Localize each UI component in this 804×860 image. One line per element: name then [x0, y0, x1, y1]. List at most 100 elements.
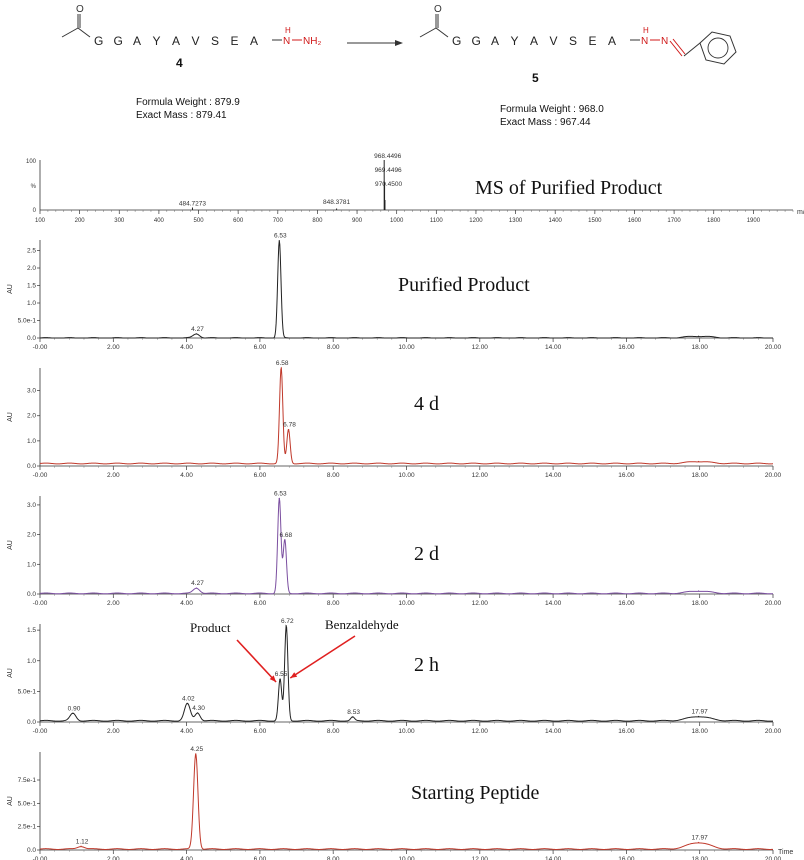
x-tick-label: 1800 [707, 218, 721, 224]
panel-title: 2 d [414, 543, 439, 565]
peak-label: 484.7273 [179, 201, 206, 208]
peak-apex [352, 716, 354, 718]
x-tick-label: 8.00 [327, 856, 340, 860]
y-tick-label: 7.5e-1 [18, 777, 37, 784]
peak-apex [196, 712, 199, 714]
compound-number-4: 4 [176, 56, 183, 70]
residue-label: A [530, 34, 538, 48]
peak-label: 6.53 [274, 233, 287, 240]
peak-label: 6.68 [279, 532, 292, 539]
x-tick-label: 18.00 [692, 600, 709, 607]
x-tick-label: -0.00 [33, 600, 48, 607]
x-tick-label: 14.00 [545, 472, 562, 479]
x-tick-label: 6.00 [254, 728, 267, 735]
acetyl-bond [419, 27, 437, 38]
x-tick-label: 1100 [430, 218, 444, 224]
hydrazide-h: H [285, 26, 291, 35]
x-tick-label: 500 [194, 218, 205, 224]
y-tick-label: 1.0 [27, 438, 36, 445]
y-tick-label: 0.0 [27, 719, 36, 726]
x-tick-label: 6.00 [254, 472, 267, 479]
x-tick-label: 600 [233, 218, 244, 224]
y-tick-label: 100 [26, 159, 37, 165]
peak-apex [284, 539, 286, 541]
chart-panel-1: -0.00 2.00 4.00 6.00 8.00 10.00 12.00 14.00 16.0… [7, 233, 782, 351]
x-tick-label: 900 [352, 218, 363, 224]
acetyl-bond [61, 27, 79, 38]
x-tick-label: 16.00 [618, 600, 635, 607]
residue-label: V [192, 34, 200, 48]
x-tick-label: 14.00 [545, 600, 562, 607]
acetyl-bond [435, 27, 449, 38]
x-tick-label: 14.00 [545, 344, 562, 351]
compound-number-5: 5 [532, 71, 539, 85]
x-tick-label: 20.00 [765, 344, 782, 351]
hydrazone-h: H [643, 26, 649, 35]
x-tick-label: 400 [154, 218, 165, 224]
y-tick-label: % [31, 184, 37, 190]
residue-label: A [172, 34, 180, 48]
x-tick-label: 8.00 [327, 728, 340, 735]
y-axis-label: AU [7, 796, 14, 806]
x-tick-label: 2.00 [107, 728, 120, 735]
peak-label: 4.27 [191, 580, 204, 587]
peak-label: 4.30 [192, 705, 205, 712]
residue-label: Y [153, 34, 161, 48]
x-tick-label: 6.00 [254, 856, 267, 860]
residue-label: Y [511, 34, 519, 48]
x-tick-label: 4.00 [180, 856, 193, 860]
chart-panel-5: -0.00 2.00 4.00 6.00 8.00 10.00 12.00 14.00 16.0… [7, 746, 793, 860]
x-tick-label: 100 [35, 218, 46, 224]
y-tick-label: 1.0 [27, 658, 36, 665]
residue-label: A [133, 34, 141, 48]
x-tick-label: 18.00 [692, 728, 709, 735]
y-tick-label: 5.0e-1 [18, 800, 37, 807]
chart-panel-4: -0.00 2.00 4.00 6.00 8.00 10.00 12.00 14.00 16.0… [7, 617, 782, 735]
reactant-formula-weight: Formula Weight : 879.9 [136, 97, 240, 108]
chart-panel-0: 100 200 300 400 500 600 700 800 900 1000 1100 1200 1… [26, 153, 804, 224]
x-tick-label: 16.00 [618, 856, 635, 860]
peak-label: 17.97 [691, 708, 708, 715]
x-tick-label: 6.00 [254, 344, 267, 351]
peak-apex [698, 841, 700, 844]
peak-label: 17.97 [691, 835, 708, 842]
peak-apex [287, 428, 290, 431]
product-arrow [236, 639, 277, 683]
x-tick-label: 800 [312, 218, 323, 224]
x-tick-label: -0.00 [33, 856, 48, 860]
x-tick-label: 4.00 [180, 600, 193, 607]
hydrazone-n2: N [661, 36, 668, 47]
x-tick-label: 8.00 [327, 344, 340, 351]
y-tick-label: 0.0 [27, 335, 36, 342]
annotation-benzaldehyde: Benzaldehyde [325, 617, 399, 632]
y-tick-label: 2.0 [27, 265, 36, 272]
carbonyl-oxygen: O [434, 4, 442, 15]
chromatogram-trace [39, 240, 773, 339]
x-tick-label: 8.00 [327, 600, 340, 607]
peak-apex [195, 333, 198, 335]
x-tick-label: 14.00 [545, 856, 562, 860]
annotation-product: Product [190, 620, 231, 635]
x-tick-label: 20.00 [765, 472, 782, 479]
hydrazide-nh2: NH₂ [303, 36, 321, 47]
y-tick-label: 1.5 [27, 283, 36, 290]
x-tick-label: 1000 [390, 218, 404, 224]
y-axis-label: AU [7, 284, 14, 294]
x-tick-label: 200 [75, 218, 86, 224]
carbonyl-oxygen: O [76, 4, 84, 15]
y-tick-label: 5.0e-1 [18, 688, 37, 695]
residue-label: G [472, 34, 481, 48]
chart-panel-3: -0.00 2.00 4.00 6.00 8.00 10.00 12.00 14.00 16.0… [7, 490, 782, 607]
x-tick-label: 18.00 [692, 472, 709, 479]
peak-label: 6.53 [274, 490, 287, 497]
imine-bond [669, 40, 683, 57]
residue-label: G [94, 34, 103, 48]
peak-label: 0.90 [68, 705, 81, 712]
residue-label: S [569, 34, 577, 48]
x-tick-label: -0.00 [33, 472, 48, 479]
panel-title: Purified Product [398, 274, 530, 296]
x-tick-label: 10.00 [398, 600, 415, 607]
x-tick-label: 1400 [549, 218, 563, 224]
